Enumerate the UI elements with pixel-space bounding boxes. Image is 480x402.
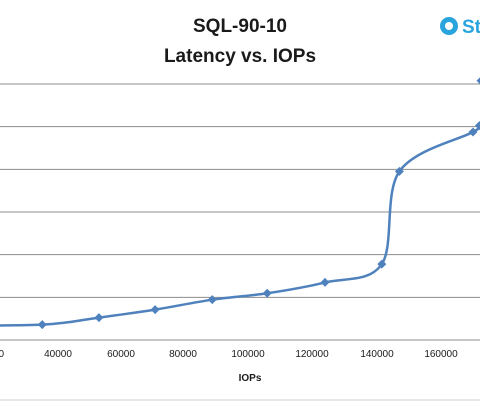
series-line	[0, 124, 480, 327]
x-axis-title: IOPs	[239, 373, 262, 384]
x-axis-ticks: 0 40000 60000 80000 100000 120000 140000 160000	[0, 349, 458, 360]
x-tick-label: 0	[0, 349, 4, 360]
data-point-marker	[207, 295, 217, 305]
x-tick-label: 120000	[295, 349, 329, 360]
brand-logo-text: St	[462, 17, 480, 38]
data-point-marker	[320, 277, 330, 287]
x-tick-label: 160000	[424, 349, 458, 360]
gridlines	[0, 83, 480, 341]
data-point-marker	[468, 127, 478, 137]
data-point-marker	[37, 320, 47, 330]
x-tick-label: 60000	[107, 349, 135, 360]
brand-logo: St	[440, 17, 480, 38]
brand-logo-icon-inner	[445, 22, 453, 30]
chart-title-group: SQL-90-10 Latency vs. IOPs	[164, 16, 316, 67]
chart-subtitle: Latency vs. IOPs	[164, 46, 316, 67]
data-point-marker	[262, 288, 272, 298]
series-layer	[0, 77, 480, 330]
outlier-marker	[476, 77, 480, 85]
data-point-marker	[394, 166, 404, 176]
data-point-marker	[150, 305, 160, 315]
data-point-marker	[94, 313, 104, 323]
x-tick-label: 140000	[360, 349, 394, 360]
data-point-marker	[377, 259, 387, 269]
x-tick-label: 40000	[44, 349, 72, 360]
chart-title: SQL-90-10	[193, 16, 287, 37]
x-tick-label: 100000	[231, 349, 265, 360]
x-tick-label: 80000	[169, 349, 197, 360]
data-point-marker	[474, 121, 480, 131]
